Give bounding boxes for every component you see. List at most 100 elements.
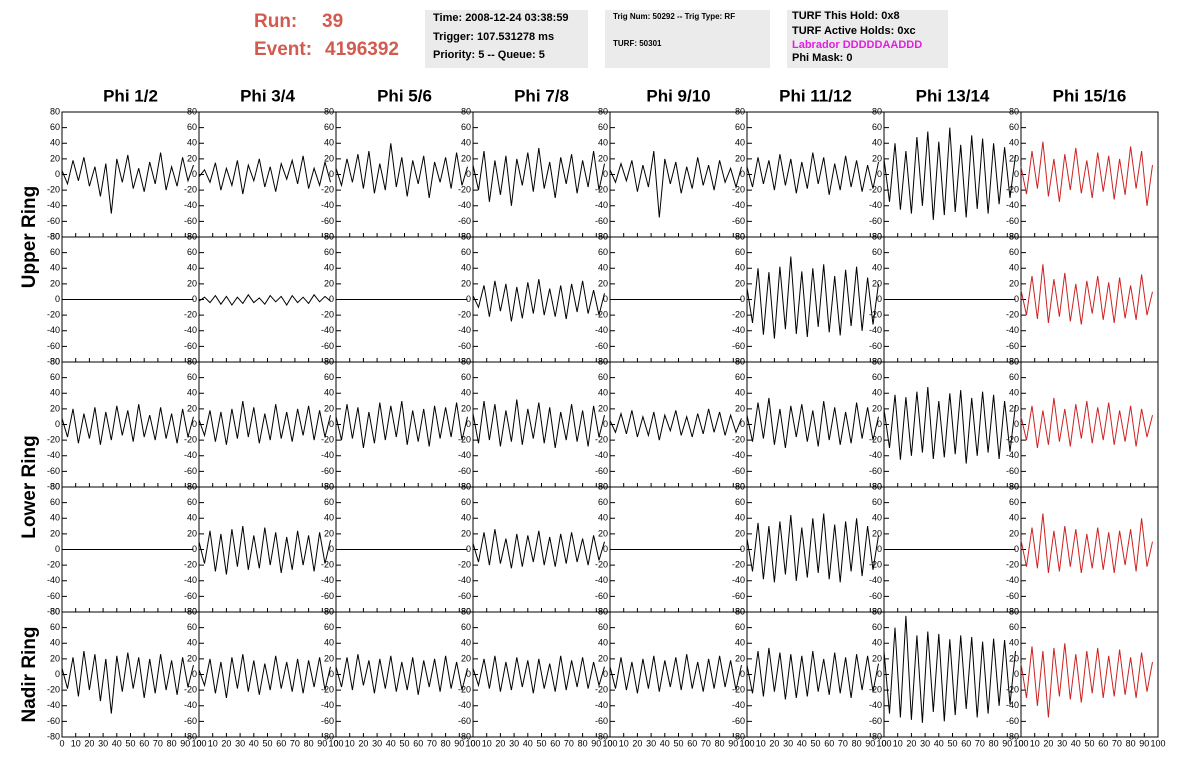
y-tick-label: 20 xyxy=(461,403,471,413)
y-tick-label: 60 xyxy=(872,247,882,257)
y-tick-label: -20 xyxy=(184,560,197,570)
y-tick-label: 40 xyxy=(1009,638,1019,648)
y-tick-label: -60 xyxy=(184,341,197,351)
y-tick-label: 60 xyxy=(324,622,334,632)
y-tick-label: 0 xyxy=(466,669,471,679)
y-tick-label: 0 xyxy=(192,544,197,554)
y-tick-label: -20 xyxy=(47,560,60,570)
y-tick-label: -40 xyxy=(595,325,608,335)
y-tick-label: -60 xyxy=(458,341,471,351)
x-tick-label: 30 xyxy=(235,738,245,748)
y-tick-label: -40 xyxy=(47,450,60,460)
y-tick-label: 0 xyxy=(603,419,608,429)
y-tick-label: -40 xyxy=(732,325,745,335)
y-tick-label: 20 xyxy=(1009,653,1019,663)
x-tick-label: 100 xyxy=(876,738,891,748)
y-tick-label: 0 xyxy=(329,669,334,679)
y-tick-label: -80 xyxy=(732,606,745,616)
x-tick-label: 50 xyxy=(810,738,820,748)
turf-hold: TURF This Hold: 0x8 xyxy=(792,10,900,22)
y-tick-label: 60 xyxy=(50,622,60,632)
y-tick-label: 0 xyxy=(55,669,60,679)
y-tick-label: 40 xyxy=(50,263,60,273)
y-tick-label: 40 xyxy=(598,263,608,273)
y-tick-label: -20 xyxy=(321,560,334,570)
waveform xyxy=(198,401,331,445)
y-tick-label: 80 xyxy=(50,231,60,241)
x-tick-label: 10 xyxy=(1030,738,1040,748)
x-tick-label: 60 xyxy=(824,738,834,748)
y-tick-label: -60 xyxy=(732,341,745,351)
y-tick-label: 20 xyxy=(1009,403,1019,413)
x-tick-label: 70 xyxy=(427,738,437,748)
y-tick-label: -40 xyxy=(184,450,197,460)
waveform xyxy=(335,143,468,198)
y-tick-label: -60 xyxy=(458,216,471,226)
y-tick-label: 60 xyxy=(461,372,471,382)
y-tick-label: -20 xyxy=(869,185,882,195)
waveform xyxy=(746,152,879,195)
y-tick-label: -80 xyxy=(321,481,334,491)
y-tick-label: -60 xyxy=(1006,591,1019,601)
y-tick-label: 80 xyxy=(598,106,608,116)
y-tick-label: 80 xyxy=(735,481,745,491)
x-tick-label: 80 xyxy=(578,738,588,748)
y-tick-label: -20 xyxy=(1006,185,1019,195)
event-number: 4196392 xyxy=(325,39,399,60)
priority: Priority: 5 -- Queue: 5 xyxy=(433,49,545,61)
y-tick-label: -80 xyxy=(184,356,197,366)
waveform xyxy=(746,647,879,700)
y-tick-label: 0 xyxy=(329,169,334,179)
y-tick-label: -20 xyxy=(595,560,608,570)
y-tick-label: -20 xyxy=(458,685,471,695)
x-tick-label: 70 xyxy=(290,738,300,748)
y-tick-label: -40 xyxy=(732,450,745,460)
y-tick-label: -20 xyxy=(321,185,334,195)
y-tick-label: -40 xyxy=(869,200,882,210)
y-tick-label: -40 xyxy=(47,575,60,585)
y-tick-label: 0 xyxy=(1014,419,1019,429)
y-tick-label: -40 xyxy=(321,575,334,585)
y-tick-label: -80 xyxy=(47,356,60,366)
y-tick-label: -20 xyxy=(595,685,608,695)
y-tick-label: 20 xyxy=(461,528,471,538)
y-tick-label: 80 xyxy=(735,231,745,241)
y-tick-label: 20 xyxy=(1009,278,1019,288)
y-tick-label: -40 xyxy=(458,700,471,710)
y-tick-label: -40 xyxy=(1006,325,1019,335)
x-tick-label: 20 xyxy=(632,738,642,748)
y-tick-label: -80 xyxy=(869,231,882,241)
x-tick-label: 10 xyxy=(482,738,492,748)
y-tick-label: 60 xyxy=(872,122,882,132)
y-tick-label: 20 xyxy=(1009,153,1019,163)
y-tick-label: -80 xyxy=(869,606,882,616)
y-tick-label: 0 xyxy=(603,669,608,679)
y-tick-label: 40 xyxy=(187,513,197,523)
waveform xyxy=(609,654,742,694)
y-tick-label: 40 xyxy=(1009,263,1019,273)
y-tick-label: -80 xyxy=(47,606,60,616)
y-tick-label: -40 xyxy=(184,575,197,585)
y-tick-label: 0 xyxy=(877,544,882,554)
x-tick-label: 100 xyxy=(1013,738,1028,748)
y-tick-label: -40 xyxy=(1006,700,1019,710)
x-tick-label: 90 xyxy=(728,738,738,748)
y-tick-label: 80 xyxy=(1009,106,1019,116)
y-tick-label: 40 xyxy=(461,513,471,523)
x-tick-label: 100 xyxy=(191,738,206,748)
y-tick-label: 80 xyxy=(187,606,197,616)
y-tick-label: -40 xyxy=(184,200,197,210)
panel-frame xyxy=(61,611,200,738)
y-tick-label: 40 xyxy=(461,263,471,273)
y-tick-label: -80 xyxy=(595,356,608,366)
y-tick-label: 60 xyxy=(1009,622,1019,632)
x-tick-label: 60 xyxy=(413,738,423,748)
y-tick-label: 20 xyxy=(461,278,471,288)
x-tick-label: 100 xyxy=(739,738,754,748)
y-tick-label: 40 xyxy=(324,388,334,398)
panel-frame xyxy=(746,361,885,488)
y-tick-label: 60 xyxy=(50,247,60,257)
y-tick-label: -80 xyxy=(184,606,197,616)
y-tick-label: -60 xyxy=(1006,341,1019,351)
waveform xyxy=(1020,141,1153,206)
